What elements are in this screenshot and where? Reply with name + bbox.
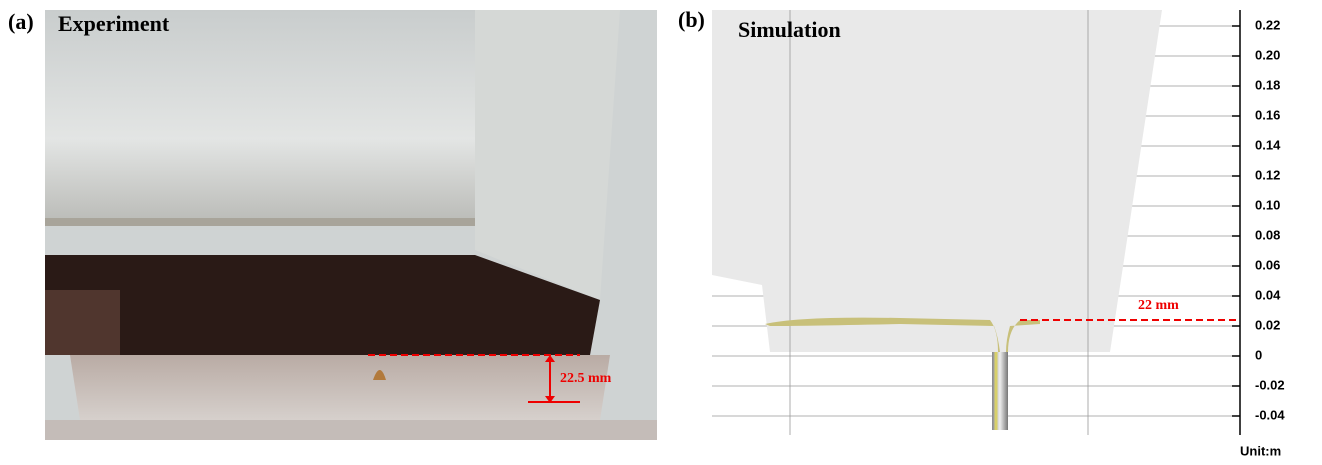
nozzle bbox=[992, 352, 1008, 430]
y-tick-label: 0.18 bbox=[1255, 77, 1280, 92]
y-tick-label: -0.02 bbox=[1255, 377, 1285, 392]
y-tick-label: 0.04 bbox=[1255, 287, 1281, 302]
domain bbox=[712, 10, 1162, 352]
liquid-film bbox=[765, 317, 1040, 352]
y-tick-label: 0.20 bbox=[1255, 47, 1280, 62]
y-tick-label: 0.14 bbox=[1255, 137, 1281, 152]
panel-title: Experiment bbox=[58, 11, 170, 36]
y-tick-label: 0.02 bbox=[1255, 317, 1280, 332]
annotation: 22.5 mm bbox=[560, 371, 612, 386]
y-tick-label: 0 bbox=[1255, 347, 1262, 362]
unit-label: Unit:m bbox=[1240, 443, 1281, 458]
annotation: 22 mm bbox=[1138, 298, 1179, 313]
y-tick-label: 0.06 bbox=[1255, 257, 1280, 272]
y-tick-label: 0.12 bbox=[1255, 167, 1280, 182]
panel-title: Simulation bbox=[738, 17, 841, 42]
arrow-head bbox=[545, 396, 555, 403]
panel-label: (a) bbox=[8, 9, 34, 34]
arrow-head bbox=[545, 355, 555, 362]
experiment-photo bbox=[45, 10, 657, 440]
y-tick-label: 0.16 bbox=[1255, 107, 1280, 122]
y-tick-label: 0.08 bbox=[1255, 227, 1280, 242]
axis: 0.22 0.20 0.18 0.16 0.14 0.12 0.10 0.08 0.06 0.04… bbox=[1232, 17, 1285, 422]
panel-label: (b) bbox=[678, 7, 705, 32]
y-tick-label: 0.22 bbox=[1255, 17, 1280, 32]
y-tick-label: 0.10 bbox=[1255, 197, 1280, 212]
y-tick-label: -0.04 bbox=[1255, 407, 1285, 422]
